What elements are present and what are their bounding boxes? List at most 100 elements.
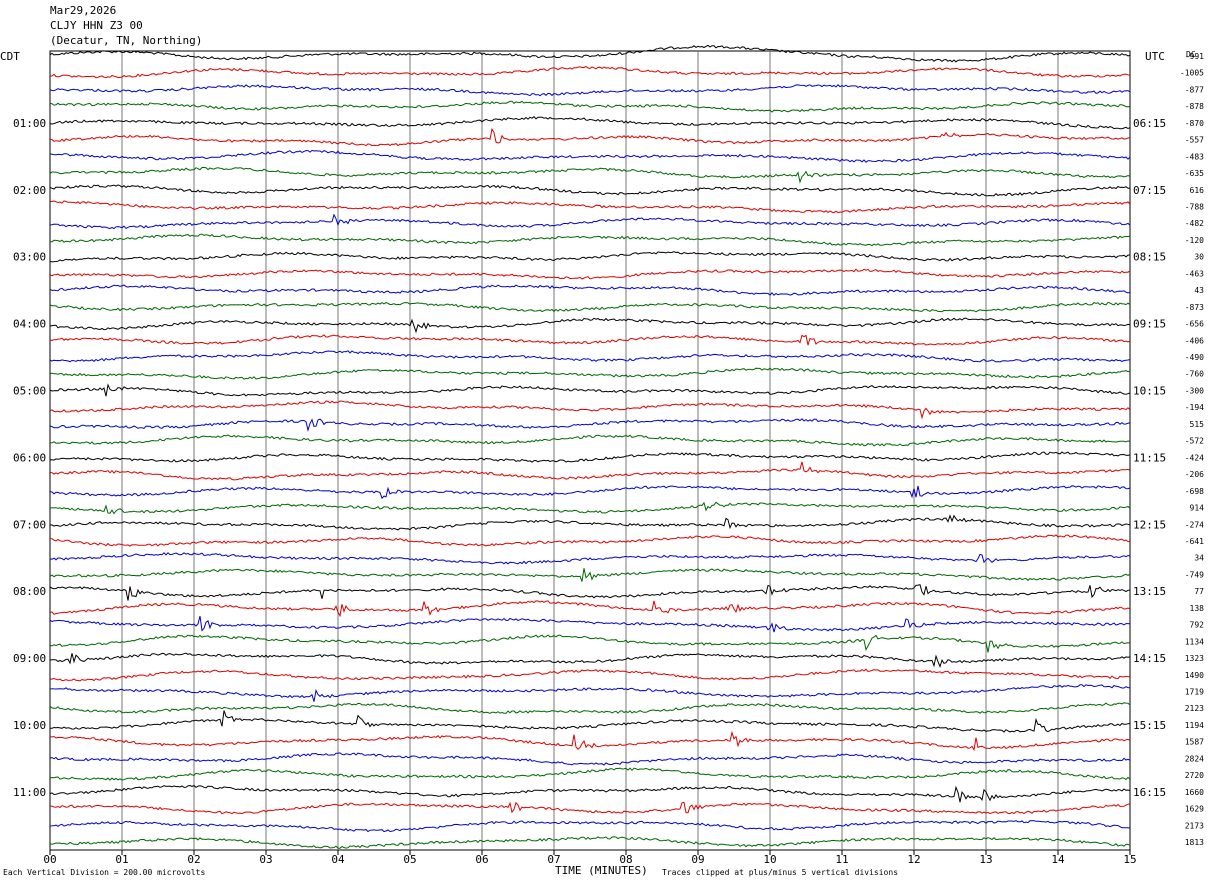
dc-offset-label: 1490 — [1185, 671, 1204, 680]
dc-offset-label: -300 — [1185, 386, 1204, 395]
dc-offset-label: 1323 — [1185, 654, 1204, 663]
trace-line — [49, 284, 1131, 296]
dc-offset-label: -1005 — [1180, 69, 1204, 78]
dc-offset-label: 616 — [1190, 186, 1205, 195]
dc-offset-label: 914 — [1190, 504, 1205, 513]
trace-line — [49, 461, 1131, 481]
trace-line — [49, 668, 1131, 682]
dc-offset-label: 1719 — [1185, 687, 1204, 696]
trace-line — [49, 65, 1131, 79]
trace-line — [49, 100, 1131, 113]
trace-line — [49, 334, 1131, 346]
cdt-hour-label: 03:00 — [13, 251, 46, 264]
x-tick-label: 14 — [1051, 853, 1065, 866]
dc-offset-label: 30 — [1194, 253, 1204, 262]
utc-hour-label: 09:15 — [1133, 318, 1166, 331]
trace-line — [49, 251, 1131, 263]
header-location: (Decatur, TN, Northing) — [50, 34, 203, 47]
dc-offset-label: -406 — [1185, 336, 1204, 345]
trace-line — [49, 127, 1131, 147]
dc-offset-label: -206 — [1185, 470, 1204, 479]
dc-offset-label: -641 — [1185, 537, 1204, 546]
x-tick-label: 12 — [907, 853, 920, 866]
dc-offset-label: 138 — [1190, 604, 1205, 613]
x-tick-label: 09 — [691, 853, 704, 866]
x-tick-label: 02 — [187, 853, 200, 866]
trace-line — [49, 836, 1131, 849]
trace-line — [49, 116, 1131, 130]
trace-line — [49, 268, 1131, 280]
dc-header-label: DC — [1186, 50, 1196, 59]
cdt-hour-label: 09:00 — [13, 652, 46, 665]
utc-hour-label: 10:15 — [1133, 384, 1166, 397]
trace-line — [49, 568, 1131, 582]
dc-offset-label: -274 — [1185, 520, 1204, 529]
trace-line — [49, 350, 1131, 363]
trace-line — [49, 213, 1131, 230]
dc-offset-label: -878 — [1185, 102, 1204, 111]
trace-line — [49, 767, 1131, 781]
dc-offset-label: 77 — [1194, 587, 1204, 596]
trace-line — [49, 166, 1131, 184]
cdt-hour-label: 01:00 — [13, 117, 46, 130]
cdt-hour-label: 06:00 — [13, 451, 46, 464]
dc-offset-label: -635 — [1185, 169, 1204, 178]
dc-offset-label: 2720 — [1185, 771, 1204, 780]
utc-hour-label: 14:15 — [1133, 652, 1166, 665]
cdt-hour-label: 07:00 — [13, 518, 46, 531]
utc-hour-label: 13:15 — [1133, 585, 1166, 598]
dc-offset-label: -656 — [1185, 320, 1204, 329]
dc-offset-label: 1587 — [1185, 738, 1204, 747]
dc-offset-label: -557 — [1185, 136, 1204, 145]
trace-line — [49, 367, 1131, 380]
trace-line — [49, 184, 1131, 197]
x-tick-label: 00 — [43, 853, 56, 866]
dc-offset-label: 2173 — [1185, 821, 1204, 830]
trace-line — [49, 418, 1131, 433]
header-date: Mar29,2026 — [50, 4, 117, 17]
trace-line — [49, 485, 1131, 500]
left-timezone-label: CDT — [0, 50, 20, 63]
dc-offset-label: -749 — [1185, 570, 1204, 579]
dc-offset-label: 1629 — [1185, 805, 1204, 814]
trace-line — [49, 383, 1131, 397]
plot-frame — [49, 50, 1131, 851]
dc-offset-label: -424 — [1185, 453, 1204, 462]
utc-hour-label: 07:15 — [1133, 184, 1166, 197]
dc-offset-label: 43 — [1194, 286, 1204, 295]
utc-hour-label: 15:15 — [1133, 719, 1166, 732]
x-tick-label: 01 — [115, 853, 128, 866]
trace-line — [49, 400, 1131, 420]
dc-offset-label: -572 — [1185, 437, 1204, 446]
header-station: CLJY HHN Z3 00 — [50, 19, 143, 32]
dc-offset-label: -991 — [1185, 52, 1204, 61]
dc-offset-label: -490 — [1185, 353, 1204, 362]
dc-offset-label: 2123 — [1185, 704, 1204, 713]
x-tick-label: 10 — [763, 853, 776, 866]
dc-offset-label: 1813 — [1185, 838, 1204, 847]
x-tick-label: 03 — [259, 853, 272, 866]
scale-note: Each Vertical Division = 200.00 microvol… — [3, 868, 206, 877]
dc-offset-label: -482 — [1185, 219, 1204, 228]
utc-hour-label: 06:15 — [1133, 117, 1166, 130]
dc-offset-label: -877 — [1185, 85, 1204, 94]
trace-line — [49, 730, 1131, 752]
cdt-hour-label: 04:00 — [13, 318, 46, 331]
trace-line — [49, 514, 1131, 531]
trace-line — [49, 501, 1131, 515]
cdt-hour-label: 05:00 — [13, 384, 46, 397]
trace-line — [49, 317, 1131, 334]
dc-offset-label: -194 — [1185, 403, 1204, 412]
cdt-hour-label: 08:00 — [13, 585, 46, 598]
trace-line — [49, 83, 1131, 97]
dc-offset-label: 1134 — [1185, 637, 1204, 646]
trace-line — [49, 200, 1131, 214]
dc-offset-label: -870 — [1185, 119, 1204, 128]
clip-note: Traces clipped at plus/minus 5 vertical … — [662, 868, 899, 877]
x-tick-label: 15 — [1123, 853, 1136, 866]
trace-line — [49, 752, 1131, 766]
utc-hour-label: 16:15 — [1133, 786, 1166, 799]
trace-line — [49, 44, 1131, 63]
x-tick-label: 11 — [835, 853, 848, 866]
dc-offset-label: -698 — [1185, 487, 1204, 496]
